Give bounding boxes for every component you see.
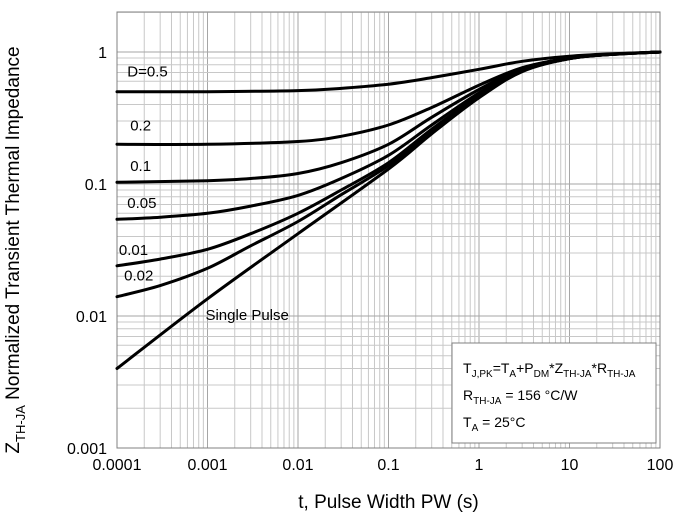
x-tick-label: 0.01: [282, 457, 313, 474]
y-tick-label: 0.001: [67, 441, 107, 458]
x-tick-label: 1: [475, 457, 484, 474]
legend-subscript: A: [509, 369, 516, 380]
curve-label: 0.2: [130, 117, 151, 134]
legend-subscript: J,PK: [472, 369, 493, 380]
y-axis-title: ZTH-JA Normalized Transient Thermal Impe…: [3, 46, 28, 453]
legend-subscript: TH-JA: [607, 369, 636, 380]
legend-text-run: T: [463, 360, 472, 376]
y-axis-title-prefix: Z: [3, 442, 24, 454]
y-axis-title-suffix: Normalized Transient Thermal Impedance: [3, 46, 24, 405]
x-axis-tick-labels: 0.0001 0.001 0.01 0.1 1 10 100: [93, 457, 674, 474]
x-tick-label: 0.0001: [93, 457, 142, 474]
curve-label: D=0.5: [127, 64, 167, 81]
legend-box-border: [451, 342, 657, 444]
legend-subscript: A: [472, 423, 479, 434]
legend-formula-line: TJ,PK=TA+PDM*ZTH-JA*RTH-JA: [463, 360, 636, 380]
legend-text-run: =T: [493, 360, 510, 376]
y-tick-label: 1: [98, 45, 107, 62]
plot-area-frame: [116, 11, 661, 449]
legend-text-run: +P: [516, 360, 534, 376]
x-tick-label: 0.001: [187, 457, 227, 474]
curve-series-group: [115, 50, 662, 370]
legend-text-run: *Z: [549, 360, 563, 376]
x-tick-label: 100: [647, 457, 674, 474]
legend-text-run: *R: [592, 360, 608, 376]
curve-series-6: [115, 50, 662, 370]
legend-rth-line: RTH-JA = 156 °C/W: [463, 387, 578, 407]
y-tick-label: 0.1: [85, 177, 107, 194]
legend-subscript: TH-JA: [563, 369, 592, 380]
y-axis-title-subscript: TH-JA: [13, 405, 28, 442]
legend-subscript: TH-JA: [473, 396, 502, 407]
legend-text-run: = 25°C: [478, 414, 525, 430]
legend-subscript: DM: [534, 369, 550, 380]
curve-labels-group: D=0.5 0.2 0.1 0.05 0.01 0.02 Single Pulse: [119, 64, 289, 324]
x-axis-title: t, Pulse Width PW (s): [298, 492, 479, 513]
curve-label: Single Pulse: [205, 307, 288, 324]
x-tick-label: 10: [561, 457, 579, 474]
y-axis-tick-labels: 0.001 0.01 0.1 1: [67, 45, 107, 458]
formula-legend-box: TJ,PK=TA+PDM*ZTH-JA*RTH-JA RTH-JA = 156 …: [451, 342, 657, 444]
curve-label: 0.1: [130, 158, 151, 175]
legend-text-run: T: [463, 414, 472, 430]
y-tick-label: 0.01: [76, 309, 107, 326]
curve-label: 0.01: [119, 242, 148, 259]
curve-label: 0.02: [124, 268, 153, 285]
legend-text-run: R: [463, 387, 473, 403]
x-tick-label: 0.1: [377, 457, 399, 474]
legend-text-run: = 156 °C/W: [501, 387, 578, 403]
curve-label: 0.05: [127, 195, 156, 212]
legend-ta-line: TA = 25°C: [463, 414, 525, 434]
